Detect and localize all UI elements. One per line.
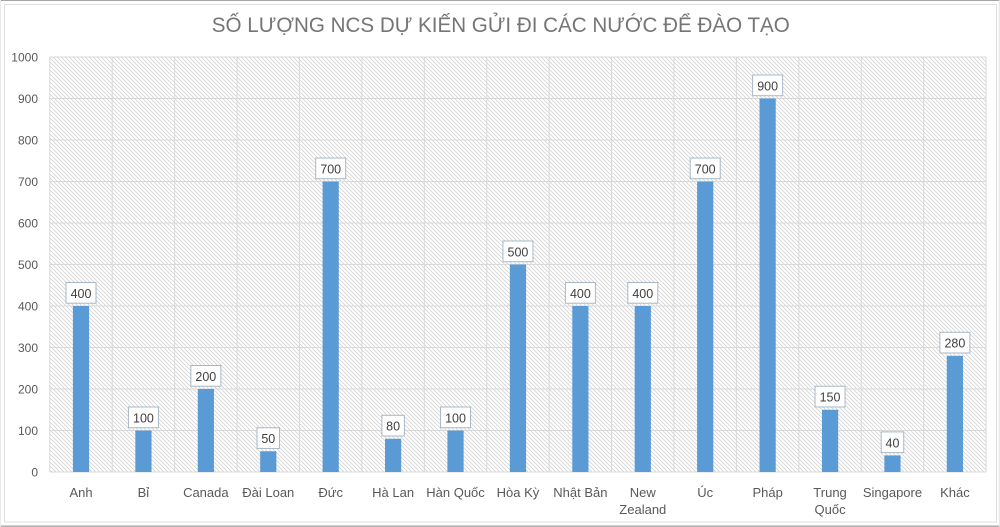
svg-text:Đài Loan: Đài Loan [242, 485, 294, 500]
svg-text:50: 50 [261, 432, 275, 446]
svg-text:100: 100 [18, 424, 38, 438]
svg-text:Zealand: Zealand [619, 502, 666, 517]
svg-text:700: 700 [18, 175, 38, 189]
svg-text:Nhật Bản: Nhật Bản [553, 485, 607, 500]
svg-text:0: 0 [31, 465, 38, 479]
svg-text:400: 400 [71, 287, 92, 301]
svg-text:Anh: Anh [69, 485, 92, 500]
svg-text:1000: 1000 [11, 50, 38, 64]
svg-text:300: 300 [18, 341, 38, 355]
svg-text:40: 40 [886, 436, 900, 450]
svg-text:Hàn Quốc: Hàn Quốc [426, 485, 485, 500]
svg-text:500: 500 [18, 258, 38, 272]
svg-text:900: 900 [757, 79, 778, 93]
svg-text:Quốc: Quốc [815, 502, 847, 517]
svg-text:700: 700 [695, 162, 716, 176]
svg-text:200: 200 [195, 370, 216, 384]
svg-text:Hòa Kỳ: Hòa Kỳ [497, 485, 540, 500]
svg-text:Hà Lan: Hà Lan [372, 485, 414, 500]
svg-text:Bỉ: Bỉ [138, 485, 150, 500]
svg-text:Singapore: Singapore [863, 485, 922, 500]
svg-text:Úc: Úc [697, 485, 713, 500]
svg-text:280: 280 [944, 337, 965, 351]
svg-text:Trung: Trung [813, 485, 846, 500]
svg-text:400: 400 [570, 287, 591, 301]
svg-text:400: 400 [18, 299, 38, 313]
svg-text:Pháp: Pháp [752, 485, 782, 500]
svg-text:900: 900 [18, 92, 38, 106]
svg-text:200: 200 [18, 382, 38, 396]
svg-text:150: 150 [820, 391, 841, 405]
svg-text:800: 800 [18, 133, 38, 147]
svg-text:Khác: Khác [940, 485, 970, 500]
svg-text:100: 100 [445, 411, 466, 425]
svg-text:80: 80 [386, 420, 400, 434]
svg-text:SỐ LƯỢNG NCS DỰ KIẾN GỬI ĐI CÁ: SỐ LƯỢNG NCS DỰ KIẾN GỬI ĐI CÁC NƯỚC ĐỂ … [212, 11, 790, 37]
svg-text:100: 100 [133, 411, 154, 425]
svg-text:Canada: Canada [183, 485, 229, 500]
svg-text:600: 600 [18, 216, 38, 230]
svg-text:500: 500 [508, 245, 529, 259]
svg-text:700: 700 [320, 162, 341, 176]
svg-text:400: 400 [632, 287, 653, 301]
svg-text:Đức: Đức [318, 485, 343, 500]
svg-text:New: New [630, 485, 657, 500]
